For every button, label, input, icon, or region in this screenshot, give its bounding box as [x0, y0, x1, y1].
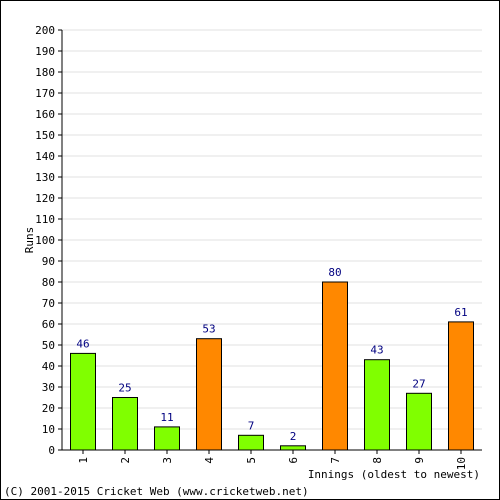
x-tick-label: 6 — [287, 457, 300, 464]
x-tick-label: 3 — [161, 457, 174, 464]
y-tick-label: 40 — [42, 360, 55, 373]
bar — [280, 445, 306, 451]
y-tick-label: 80 — [42, 276, 55, 289]
y-tick-label: 10 — [42, 423, 55, 436]
x-tick-label: 5 — [245, 457, 258, 464]
bar — [154, 426, 180, 451]
y-tick-label: 170 — [35, 87, 55, 100]
bar — [448, 321, 474, 451]
bar-value-label: 61 — [454, 306, 467, 319]
bar-value-label: 11 — [160, 411, 173, 424]
bar — [406, 392, 432, 451]
bar-value-label: 43 — [370, 344, 383, 357]
bar-value-label: 27 — [412, 377, 425, 390]
copyright-footer: (C) 2001-2015 Cricket Web (www.cricketwe… — [4, 485, 309, 498]
x-tick-labels: 1 2 3 4 5 6 7 8 9 10 — [77, 450, 468, 470]
y-tick-label: 140 — [35, 150, 55, 163]
bar-value-label: 2 — [290, 430, 297, 443]
y-tick-label: 150 — [35, 129, 55, 142]
y-tick-label: 60 — [42, 318, 55, 331]
bar — [322, 281, 348, 451]
y-tick-label: 70 — [42, 297, 55, 310]
y-tick-labels: 0 10 20 30 40 50 60 70 80 90 100 110 120 130 140 150 160… — [35, 24, 62, 457]
y-tick-label: 160 — [35, 108, 55, 121]
y-tick-label: 120 — [35, 192, 55, 205]
y-tick-label: 0 — [48, 444, 55, 457]
bar-value-label: 7 — [248, 419, 255, 432]
x-tick-label: 1 — [77, 457, 90, 464]
y-tick-label: 200 — [35, 24, 55, 37]
y-tick-label: 50 — [42, 339, 55, 352]
bar — [112, 397, 138, 451]
x-tick-label: 4 — [203, 457, 216, 464]
bar — [70, 352, 96, 451]
y-tick-label: 30 — [42, 381, 55, 394]
bar-value-label: 80 — [328, 266, 341, 279]
y-tick-label: 90 — [42, 255, 55, 268]
x-tick-label: 2 — [119, 457, 132, 464]
bar — [196, 338, 222, 451]
y-axis-title: Runs — [23, 227, 36, 254]
bar — [238, 434, 264, 451]
x-tick-label: 7 — [329, 457, 342, 464]
y-tick-label: 130 — [35, 171, 55, 184]
y-tick-label: 180 — [35, 66, 55, 79]
bars — [70, 281, 474, 451]
x-tick-label: 10 — [455, 457, 468, 470]
bar — [364, 359, 390, 451]
bar-value-label: 46 — [76, 337, 89, 350]
y-tick-label: 20 — [42, 402, 55, 415]
bar-value-label: 53 — [202, 323, 215, 336]
y-tick-label: 190 — [35, 45, 55, 58]
y-tick-label: 100 — [35, 234, 55, 247]
bar-value-label: 25 — [118, 382, 131, 395]
x-tick-label: 9 — [413, 457, 426, 464]
x-axis-title: Innings (oldest to newest) — [308, 468, 480, 481]
data-labels: 46 25 11 53 7 2 80 43 27 61 — [76, 266, 467, 443]
y-tick-label: 110 — [35, 213, 55, 226]
x-tick-label: 8 — [371, 457, 384, 464]
